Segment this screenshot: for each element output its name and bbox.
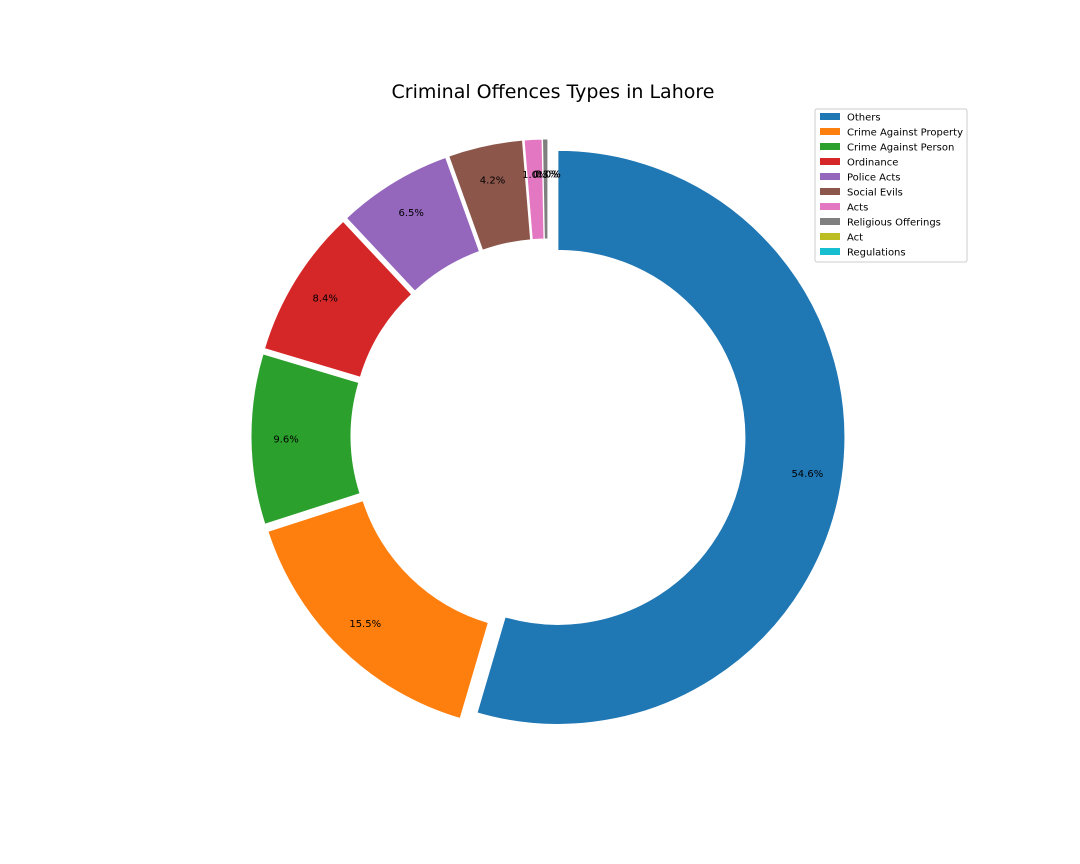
legend-items: Others Crime Against Property Crime Agains… xyxy=(820,113,963,259)
pie-slices xyxy=(250,138,846,725)
legend: Others Crime Against Property Crime Agains… xyxy=(814,108,968,263)
legend-label-crime-against-person: Crime Against Person xyxy=(847,143,954,154)
pct-label-acts: 1.0% xyxy=(522,170,547,181)
pct-label-religious-offerings: 0.3% xyxy=(533,170,558,181)
pct-label-act: 0.0% xyxy=(535,170,560,181)
legend-swatch-acts xyxy=(820,203,840,210)
legend-label-others: Others xyxy=(847,113,881,124)
pct-label-regulations: 0.0% xyxy=(535,170,560,181)
slice-crime-against-property xyxy=(267,499,489,720)
legend-label-regulations: Regulations xyxy=(847,248,906,259)
pct-label-crime-against-property: 15.5% xyxy=(349,619,381,630)
legend-label-social-evils: Social Evils xyxy=(847,188,903,199)
legend-label-police-acts: Police Acts xyxy=(847,173,900,184)
legend-label-act: Act xyxy=(847,233,863,244)
legend-swatch-act xyxy=(820,233,840,240)
slice-ordinance xyxy=(263,220,413,378)
legend-label-crime-against-property: Crime Against Property xyxy=(847,128,963,139)
percentage-labels: 54.6%15.5%9.6%8.4%6.5%4.2%1.0%0.3%0.0%0.… xyxy=(273,170,823,631)
pct-label-social-evils: 4.2% xyxy=(480,175,505,186)
legend-label-ordinance: Ordinance xyxy=(847,158,898,169)
legend-swatch-others xyxy=(820,113,840,120)
pct-label-ordinance: 8.4% xyxy=(312,294,337,305)
pct-label-police-acts: 6.5% xyxy=(399,208,424,219)
pct-label-others: 54.6% xyxy=(791,469,823,480)
legend-label-religious-offerings: Religious Offerings xyxy=(847,218,941,229)
legend-frame xyxy=(814,108,968,263)
legend-swatch-police-acts xyxy=(820,173,840,180)
slice-social-evils xyxy=(448,139,532,251)
legend-swatch-regulations xyxy=(820,248,840,255)
legend-swatch-crime-against-person xyxy=(820,143,840,150)
slice-religious-offerings xyxy=(541,138,549,240)
chart-title: Criminal Offences Types in Lahore xyxy=(392,81,715,103)
slice-crime-against-person xyxy=(250,353,361,525)
legend-swatch-social-evils xyxy=(820,188,840,195)
slice-others xyxy=(476,149,846,725)
legend-label-acts: Acts xyxy=(847,203,868,214)
legend-swatch-religious-offerings xyxy=(820,218,840,225)
legend-swatch-ordinance xyxy=(820,158,840,165)
slice-police-acts xyxy=(345,156,481,292)
pct-label-crime-against-person: 9.6% xyxy=(273,434,298,445)
legend-swatch-crime-against-property xyxy=(820,128,840,135)
